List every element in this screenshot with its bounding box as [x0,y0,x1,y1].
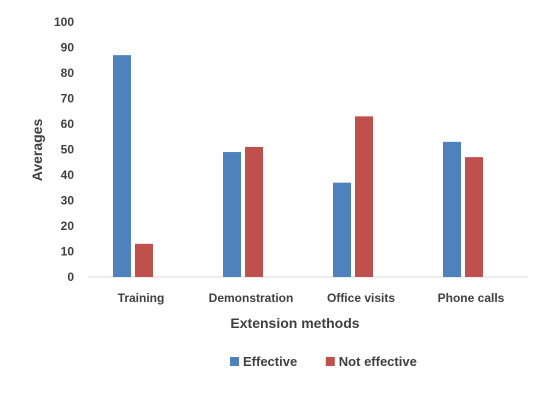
bar-effective [223,152,241,277]
y-axis-title: Averages [29,119,45,182]
bars [113,55,483,278]
x-tick-label: Training [118,291,165,305]
bar-not-effective [135,243,153,277]
y-tick-label: 20 [61,219,75,233]
y-tick-label: 100 [54,15,74,29]
y-tick-label: 90 [61,41,75,55]
y-tick-label: 30 [61,194,75,208]
y-tick-label: 70 [61,92,75,106]
legend-swatch [325,357,335,366]
bar-not-effective [245,146,263,277]
bar-not-effective [355,116,373,277]
bar-effective [333,182,351,277]
x-tick-label: Phone calls [438,291,505,305]
bar-not-effective [465,157,483,277]
x-axis-ticks: Training Demonstration Office visits Phone … [118,291,505,305]
legend: Effective Not effective [230,354,417,369]
y-tick-label: 80 [61,66,75,80]
y-tick-label: 60 [61,117,75,131]
y-axis-ticks: 0 10 20 30 40 50 60 70 80 90 100 [54,15,74,284]
x-tick-label: Office visits [327,291,395,305]
legend-swatch [230,357,239,366]
legend-label: Not effective [339,354,417,369]
y-tick-label: 10 [61,245,75,259]
y-tick-label: 40 [61,168,75,182]
bar-effective [443,141,461,277]
bar-effective [113,55,131,278]
y-tick-label: 0 [67,270,74,284]
legend-label: Effective [243,354,297,369]
y-tick-label: 50 [61,143,75,157]
x-tick-label: Demonstration [209,291,294,305]
x-axis-title: Extension methods [230,315,359,331]
